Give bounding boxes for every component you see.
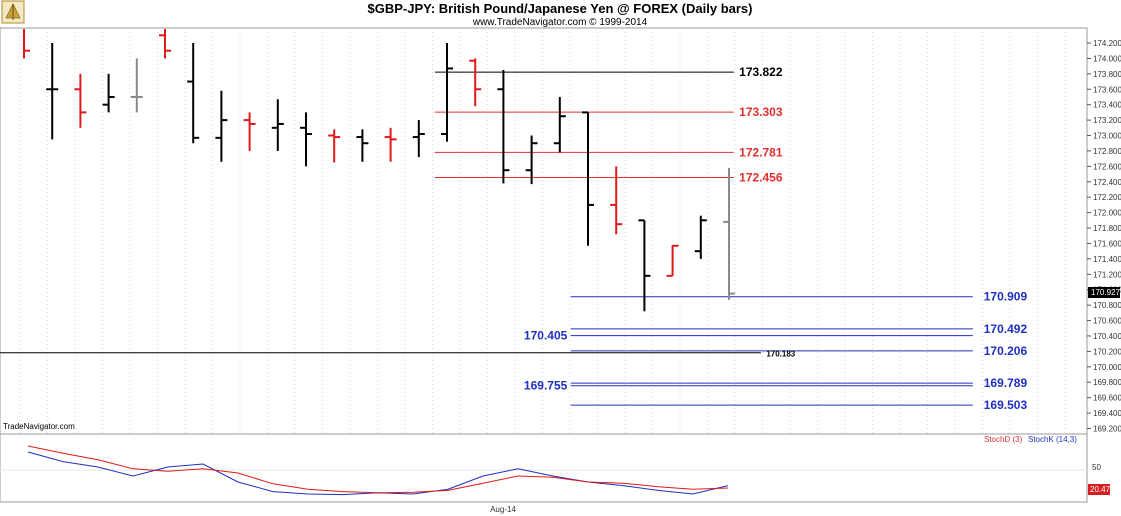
- y-tick-label: 170.600: [1093, 317, 1121, 326]
- ohlc-bar: [102, 73, 115, 113]
- tradenavigator-logo-icon: [1, 0, 25, 24]
- ohlc-bar: [582, 111, 594, 246]
- y-tick-label: 171.200: [1093, 270, 1121, 279]
- level-label: 170.492: [984, 322, 1028, 336]
- ohlc-bar: [159, 29, 171, 59]
- y-tick-label: 172.400: [1093, 178, 1121, 187]
- stoch-tick-50: 50: [1092, 463, 1101, 472]
- y-tick-label: 172.200: [1093, 193, 1121, 202]
- ohlc-bar: [694, 215, 707, 259]
- y-tick-label: 172.000: [1093, 209, 1121, 218]
- ohlc-bar: [441, 43, 453, 142]
- level-label: 170.405: [524, 329, 568, 343]
- ohlc-bar: [412, 120, 425, 158]
- level-label: 173.303: [739, 105, 783, 119]
- ohlc-bar: [638, 219, 651, 312]
- stoch-d-legend: StochD (3): [984, 435, 1023, 444]
- y-tick-label: 170.200: [1093, 347, 1121, 356]
- stoch-d-line: [27, 445, 729, 494]
- price-axis: 174.200 174.000 173.800 173.600 173.400 173.2…: [1086, 28, 1121, 502]
- y-tick-label: 173.200: [1093, 116, 1121, 125]
- y-tick-label: 174.200: [1093, 39, 1121, 48]
- watermark: TradeNavigator.com: [3, 422, 75, 431]
- stoch-last-label: 20.47: [1090, 485, 1111, 494]
- ohlc-bar: [497, 69, 510, 184]
- level-label: 169.503: [984, 398, 1028, 412]
- ohlc-bars: [23, 29, 735, 312]
- y-tick-label: 173.000: [1093, 132, 1121, 141]
- y-tick-label: 173.600: [1093, 85, 1121, 94]
- y-tick-label: 169.400: [1093, 409, 1121, 418]
- y-tick-label: 170.400: [1093, 332, 1121, 341]
- y-tick-label: 169.200: [1093, 425, 1121, 434]
- ohlc-bar: [384, 127, 397, 162]
- price-panel: [0, 27, 1088, 435]
- ohlc-bar: [328, 129, 341, 163]
- level-label: 170.909: [984, 290, 1028, 304]
- ohlc-bar: [469, 58, 482, 107]
- level-label: 172.781: [739, 145, 783, 159]
- last-price-tag: [1088, 287, 1120, 298]
- ohlc-bar: [271, 99, 284, 151]
- y-tick-label: 169.600: [1093, 394, 1121, 403]
- chart-subtitle: www.TradeNavigator.com © 1999-2014: [472, 17, 648, 28]
- y-tick-label: 173.800: [1093, 70, 1121, 79]
- level-label: 170.206: [984, 344, 1028, 358]
- y-tick-label: 170.000: [1093, 363, 1121, 372]
- y-tick-label: 171.600: [1093, 239, 1121, 248]
- ohlc-bar: [23, 29, 30, 59]
- ohlc-bar: [553, 96, 566, 153]
- y-tick-label: 171.400: [1093, 255, 1121, 264]
- ohlc-bar: [130, 58, 143, 113]
- support-resistance-levels: 173.822 173.303 172.781 172.456 170.909 170.4…: [0, 65, 1027, 412]
- stoch-k-legend: StochK (14,3): [1028, 435, 1077, 444]
- vertical-gridlines: [19, 28, 1066, 434]
- last-price-label: 170.927: [1091, 288, 1120, 297]
- y-tick-label: 172.600: [1093, 162, 1121, 171]
- y-tick-label: 174.000: [1093, 54, 1121, 63]
- date-label: Aug-14: [490, 505, 516, 514]
- ohlc-bar: [723, 167, 735, 300]
- ohlc-bar: [46, 43, 59, 140]
- ohlc-bar: [356, 129, 369, 162]
- y-tick-label: 171.800: [1093, 224, 1121, 233]
- ohlc-bar: [300, 112, 312, 167]
- level-label: 173.822: [739, 65, 783, 79]
- ohlc-bar: [610, 166, 623, 235]
- level-label: 169.755: [524, 379, 568, 393]
- y-tick-label: 173.400: [1093, 101, 1121, 110]
- ohlc-bar: [74, 73, 87, 128]
- ohlc-bar: [187, 43, 200, 144]
- stoch-last-tag: [1088, 484, 1110, 495]
- ohlc-bar: [525, 135, 538, 185]
- ohlc-bar: [666, 244, 679, 277]
- level-label: 172.456: [739, 170, 783, 184]
- ohlc-bar: [215, 90, 228, 162]
- y-tick-label: 172.800: [1093, 147, 1121, 156]
- ohlc-bar: [243, 112, 256, 151]
- chart-title: $GBP-JPY: British Pound/Japanese Yen @ F…: [368, 1, 753, 16]
- stochastic-lines: [0, 445, 1087, 496]
- level-label: 169.789: [984, 376, 1028, 390]
- level-label: 170.183: [766, 350, 795, 359]
- y-tick-label: 169.800: [1093, 378, 1121, 387]
- stoch-k-line: [27, 451, 729, 496]
- y-tick-label: 170.800: [1093, 301, 1121, 310]
